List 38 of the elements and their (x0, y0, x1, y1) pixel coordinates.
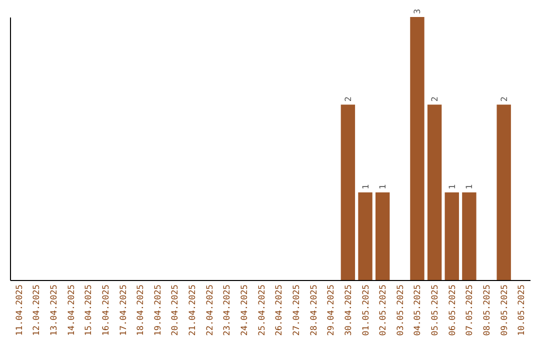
data-label: 1 (465, 184, 476, 190)
x-tick-label: 05.05.2025 (430, 284, 441, 336)
x-tick-label: 17.04.2025 (118, 284, 129, 336)
x-tick-label: 25.04.2025 (257, 284, 268, 336)
x-tick-label: 11.04.2025 (14, 284, 25, 336)
x-tick-label: 13.04.2025 (49, 284, 60, 336)
x-tick-label: 22.04.2025 (205, 284, 216, 336)
x-tick-label: 18.04.2025 (136, 284, 146, 336)
x-tick-label: 09.05.2025 (500, 284, 510, 336)
x-tick-label: 14.04.2025 (66, 284, 77, 336)
data-label: 2 (430, 96, 441, 102)
x-tick-label: 07.05.2025 (465, 284, 476, 336)
x-tick-label: 01.05.2025 (361, 284, 372, 336)
x-tick-label: 04.05.2025 (413, 284, 424, 336)
x-tick-label: 28.04.2025 (309, 284, 320, 336)
data-label: 1 (378, 184, 389, 190)
data-label: 1 (448, 184, 458, 190)
x-tick-label: 16.04.2025 (101, 284, 112, 336)
x-tick-label: 23.04.2025 (222, 284, 233, 336)
x-tick-label: 29.04.2025 (326, 284, 337, 336)
x-tick-label: 20.04.2025 (170, 284, 181, 336)
x-tick-label: 08.05.2025 (482, 284, 493, 336)
x-tick-label: 03.05.2025 (396, 284, 406, 336)
x-tick-label: 15.04.2025 (84, 284, 94, 336)
x-tick-label: 06.05.2025 (448, 284, 458, 336)
data-label: 1 (361, 184, 372, 190)
x-tick-label: 02.05.2025 (378, 284, 389, 336)
data-label: 3 (413, 8, 424, 14)
x-tick-label: 12.04.2025 (32, 284, 42, 336)
x-tick-label: 19.04.2025 (153, 284, 164, 336)
x-tick-label: 10.05.2025 (517, 284, 528, 336)
data-label: 2 (344, 96, 354, 102)
x-tick-label: 21.04.2025 (188, 284, 198, 336)
x-tick-label: 26.04.2025 (274, 284, 285, 336)
x-tick-label: 27.04.2025 (292, 284, 302, 336)
x-tick-label: 24.04.2025 (240, 284, 250, 336)
data-label: 2 (500, 96, 510, 102)
x-tick-label: 30.04.2025 (344, 284, 354, 336)
